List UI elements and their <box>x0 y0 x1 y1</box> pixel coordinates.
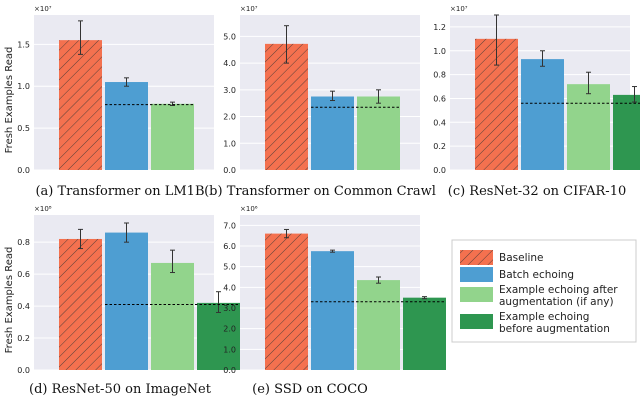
bar-d-example_after <box>151 262 194 370</box>
bar-hatch-a-baseline <box>59 40 102 171</box>
bar-c-batch_echoing <box>521 59 564 170</box>
ytick-label-e-4: 4.0 <box>223 283 236 292</box>
error-bar-c-example_before <box>632 86 637 103</box>
error-bar-e-example_after <box>376 276 381 284</box>
legend-swatch-batch-echoing <box>460 267 493 282</box>
error-bar-a-baseline <box>78 20 83 55</box>
error-bar-c-batch_echoing <box>540 50 545 67</box>
error-bar-b-example_after <box>376 89 381 104</box>
ytick-label-c-4: 0.8 <box>433 71 446 80</box>
ytick-label-e-1: 1.0 <box>223 345 236 354</box>
axis-multiplier-a: ×10⁷ <box>34 5 52 13</box>
bar-a-example_after <box>151 103 194 170</box>
bar-d-batch_echoing <box>105 232 148 370</box>
ytick-label-d-0: 0.0 <box>17 366 30 375</box>
error-bar-e-example_before <box>422 296 427 300</box>
error-bar-b-baseline <box>284 25 289 64</box>
legend-swatch-example-after <box>460 287 493 302</box>
legend-label-batch-echoing: Batch echoing <box>499 269 574 281</box>
ytick-label-e-0: 0.0 <box>223 366 236 375</box>
ytick-label-d-1: 0.2 <box>17 334 30 343</box>
ytick-label-b-4: 4.0 <box>223 59 236 68</box>
error-bar-b-batch_echoing <box>330 90 335 102</box>
ytick-label-a-1: 0.5 <box>17 124 30 133</box>
caption-b: (b) Transformer on Common Crawl <box>204 184 436 199</box>
panel-ssd-coco: 0.0 1.0 2.0 3.0 4.0 5.0 6.0 7.0 ×10⁶ (e) SSD on C… <box>223 205 446 397</box>
ytick-label-e-6: 6.0 <box>223 242 236 251</box>
axis-multiplier-e: ×10⁶ <box>240 205 258 213</box>
panel-transformer-common-crawl: 0.0 1.0 2.0 3.0 4.0 5.0 ×10⁷ (b) Transformer on… <box>204 5 436 199</box>
legend-label-example-after-line1: Example echoing after <box>499 284 618 296</box>
caption-e: (e) SSD on COCO <box>252 382 368 397</box>
caption-d: (d) ResNet-50 on ImageNet <box>29 382 212 397</box>
legend-label-example-before-line1: Example echoing <box>499 311 589 323</box>
bar-b-batch_echoing <box>311 96 354 170</box>
ytick-label-e-7: 7.0 <box>223 221 236 230</box>
ytick-label-c-3: 0.6 <box>433 94 446 103</box>
axis-multiplier-b: ×10⁷ <box>240 5 258 13</box>
ytick-label-c-2: 0.4 <box>433 118 446 127</box>
ytick-label-e-3: 3.0 <box>223 304 236 313</box>
error-bar-c-baseline <box>494 14 499 66</box>
bar-c-example_before <box>613 94 640 170</box>
bar-e-batch_echoing <box>311 251 354 370</box>
bar-d-example_before <box>197 302 240 370</box>
ytick-label-b-1: 1.0 <box>223 139 236 148</box>
ytick-label-d-2: 0.4 <box>17 302 30 311</box>
caption-a: (a) Transformer on LM1B <box>35 184 204 199</box>
ytick-label-c-1: 0.2 <box>433 142 446 151</box>
ylabel-bottom: Fresh Examples Read <box>4 247 15 354</box>
ytick-label-e-2: 2.0 <box>223 325 236 334</box>
ytick-label-c-5: 1.0 <box>433 47 446 56</box>
ytick-label-b-2: 2.0 <box>223 113 236 122</box>
legend: Baseline Batch echoing Example echoing a… <box>451 239 637 343</box>
error-bar-d-example_after <box>170 249 175 274</box>
panel-resnet32-cifar10: 0.0 0.2 0.4 0.6 0.8 1.0 1.2 ×10⁷ (c) ResNet-32 o… <box>433 5 640 199</box>
legend-label-baseline: Baseline <box>499 252 544 264</box>
bar-hatch-b-baseline <box>265 43 308 170</box>
axis-multiplier-c: ×10⁷ <box>450 5 468 13</box>
bar-b-example_after <box>357 96 400 170</box>
error-bar-d-baseline <box>78 228 83 250</box>
ytick-label-d-3: 0.6 <box>17 270 30 279</box>
legend-label-example-after-line2: augmentation (if any) <box>499 296 614 308</box>
ytick-label-b-0: 0.0 <box>223 166 236 175</box>
error-bar-d-example_before <box>216 291 221 313</box>
caption-c: (c) ResNet-32 on CIFAR-10 <box>448 184 626 199</box>
legend-swatch-baseline-hatch <box>460 250 493 265</box>
bar-c-example_after <box>567 84 610 170</box>
ytick-label-c-0: 0.0 <box>433 166 446 175</box>
error-bar-e-baseline <box>284 228 289 239</box>
legend-swatch-example-before <box>460 314 493 329</box>
ytick-label-a-3: 1.5 <box>17 40 30 49</box>
error-bar-e-batch_echoing <box>330 249 335 253</box>
ytick-label-d-4: 0.8 <box>17 238 30 247</box>
error-bar-a-batch_echoing <box>124 77 129 87</box>
error-bar-d-batch_echoing <box>124 222 129 243</box>
bar-e-example_after <box>357 280 400 370</box>
ytick-label-a-2: 1.0 <box>17 82 30 91</box>
ytick-label-c-6: 1.2 <box>433 23 446 32</box>
panel-resnet50-imagenet: 0.0 0.2 0.4 0.6 0.8 ×10⁸ (d) ResNet-50 on Imag… <box>17 205 240 397</box>
bar-e-example_before <box>403 297 446 370</box>
bar-hatch-d-baseline <box>59 238 102 370</box>
ylabel-top: Fresh Examples Read <box>4 47 15 154</box>
ytick-label-e-5: 5.0 <box>223 263 236 272</box>
ytick-label-b-5: 5.0 <box>223 32 236 41</box>
legend-label-example-before-line2: before augmentation <box>499 323 610 335</box>
panel-transformer-lm1b: 0.0 0.5 1.0 1.5 ×10⁷ (a) Transformer on LM1B <box>17 5 214 199</box>
ytick-label-a-0: 0.0 <box>17 166 30 175</box>
bar-hatch-e-baseline <box>265 233 308 370</box>
bar-a-batch_echoing <box>105 82 148 170</box>
axis-multiplier-d: ×10⁸ <box>34 205 52 213</box>
ytick-label-b-3: 3.0 <box>223 86 236 95</box>
error-bar-c-example_after <box>586 71 591 95</box>
